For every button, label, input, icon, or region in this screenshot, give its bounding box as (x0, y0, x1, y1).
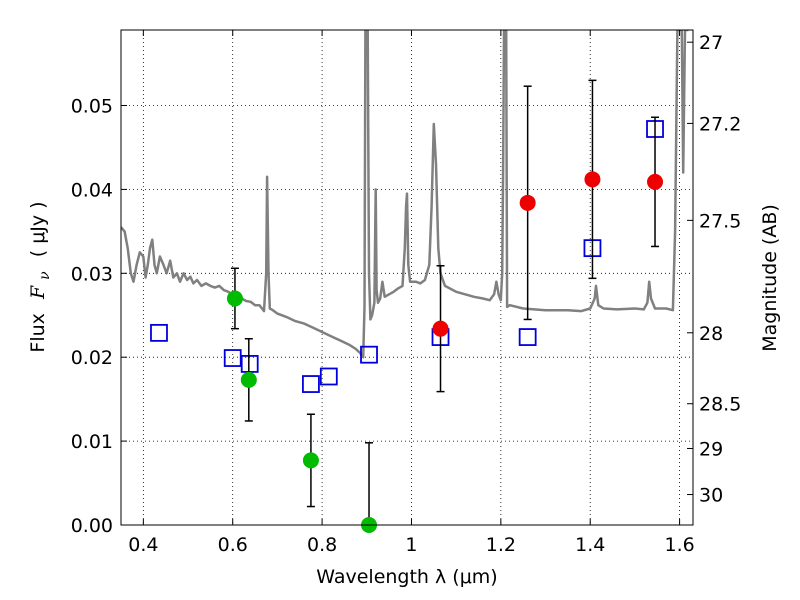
y-tick-labels: 0.00 0.01 0.02 0.03 0.04 0.05 (71, 96, 113, 537)
green-detection-point (226, 290, 243, 307)
right-tick-label: 27 (699, 32, 723, 54)
red-detection-point (432, 320, 449, 337)
x-tick-label: 1.2 (486, 534, 516, 556)
x-tick-label: 0.6 (218, 534, 248, 556)
right-tick-labels: 27 27.2 27.5 28 28.5 29 30 (699, 32, 741, 506)
model-flux-square (302, 375, 320, 393)
y-tick-label: 0.03 (71, 263, 113, 285)
y-axis-label-symbol: F (27, 285, 49, 300)
marker-layer (150, 79, 664, 533)
y-tick-label: 0.01 (71, 431, 113, 453)
red-detection-point (584, 171, 601, 188)
model-flux-square (518, 328, 537, 346)
y-axis-label-unit: ( μJy ) (27, 201, 49, 257)
green-detection-point (240, 371, 257, 388)
x-tick-label: 1.6 (664, 534, 694, 556)
x-tick-label: 1.4 (575, 534, 605, 556)
y-axis-label-subscript: ν (37, 271, 53, 280)
right-tick-label: 27.2 (699, 113, 741, 135)
right-tick-label: 30 (699, 485, 723, 507)
red-detection-point (647, 173, 664, 190)
model-flux-square (223, 349, 242, 367)
y-tick-label: 0.04 (71, 179, 113, 201)
y-tick-label: 0.05 (71, 96, 113, 118)
tick-marks (121, 30, 693, 526)
y-axis-label-prefix: Flux (27, 313, 49, 353)
spectrum-layer (121, 30, 689, 359)
y-tick-label: 0.02 (71, 347, 113, 369)
x-tick-label: 1 (405, 534, 417, 556)
plot-frame (120, 29, 694, 526)
right-tick-label: 27.5 (699, 210, 741, 232)
right-tick-label: 28.5 (699, 394, 741, 416)
model-flux-square (150, 323, 168, 342)
x-tick-label: 0.4 (128, 534, 158, 556)
model-spectrum-line (121, 30, 689, 359)
right-axis-label: Magnitude (AB) (759, 204, 781, 352)
right-tick-label: 29 (699, 438, 723, 460)
green-detection-point (302, 452, 319, 469)
x-axis-label: Wavelength λ (μm) (316, 566, 497, 588)
x-tick-label: 0.8 (307, 534, 337, 556)
y-tick-label: 0.00 (71, 515, 113, 537)
model-flux-square (319, 367, 338, 386)
x-tick-labels: 0.4 0.6 0.8 1 1.2 1.4 1.6 (128, 534, 694, 556)
svg-text:Flux F ν ( μ: Flux F ν ( μJy ) (27, 201, 54, 352)
right-tick-label: 28 (699, 323, 723, 345)
red-detection-point (519, 194, 536, 211)
plot-area (121, 30, 693, 525)
y-axis-label: Flux F ν ( μJy ) (27, 201, 54, 352)
model-flux-square (360, 345, 378, 364)
